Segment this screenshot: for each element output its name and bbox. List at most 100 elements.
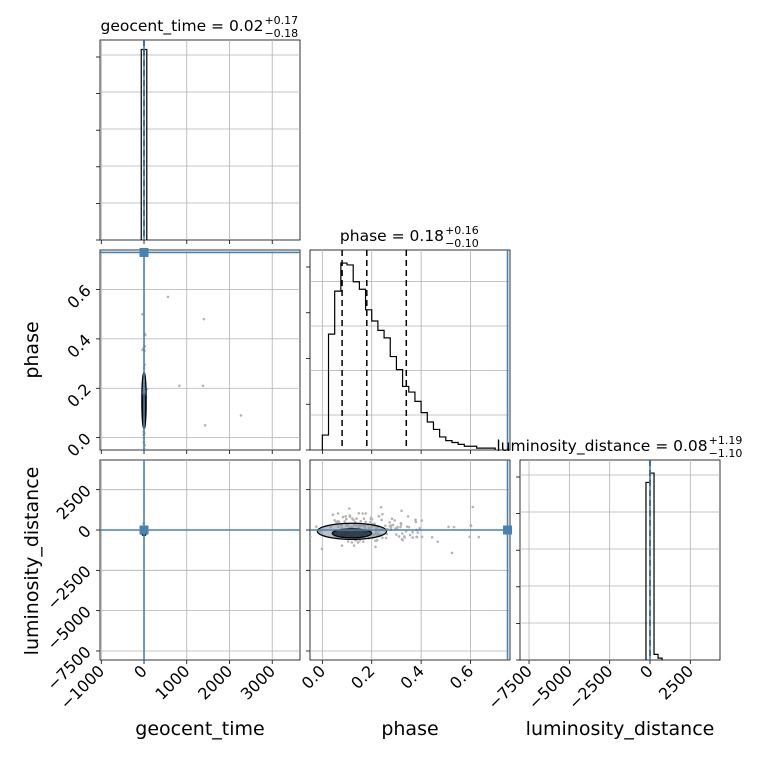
histogram-step <box>321 262 496 450</box>
sample-point <box>399 525 402 529</box>
sample-point <box>384 536 388 540</box>
sample-point <box>362 517 366 520</box>
x-tick-label: 0.4 <box>397 661 428 692</box>
sample-point <box>381 512 384 516</box>
panel-title: phase = 0.18 +0.16−0.10 <box>340 224 479 250</box>
sample-point <box>333 518 336 522</box>
panel-frame <box>309 459 511 661</box>
y-tick-label: 0.4 <box>63 330 94 361</box>
sample-point <box>384 524 387 528</box>
sample-point <box>320 547 324 551</box>
sample-point <box>373 522 376 525</box>
sample-point <box>310 535 312 539</box>
sample-point <box>416 531 420 534</box>
sample-point <box>178 384 181 388</box>
x-tick-label: 0 <box>130 661 151 682</box>
panel-geocent-time-vs-phase <box>96 247 301 454</box>
sample-point <box>414 520 418 524</box>
y-tick-label: 0.0 <box>63 429 94 460</box>
sample-point <box>377 514 381 518</box>
sample-point <box>436 540 440 544</box>
sample-point <box>414 518 417 522</box>
sample-point <box>418 527 422 530</box>
truth-marker <box>139 247 149 257</box>
x-tick-label: 0.0 <box>298 661 329 692</box>
sample-point <box>388 521 391 524</box>
x-tick-label: −2500 <box>565 661 617 713</box>
y-tick-label: −2500 <box>43 562 95 614</box>
y-axis-label-luminosity-distance: luminosity_distance <box>21 467 43 656</box>
sample-point <box>364 512 368 515</box>
sample-point <box>407 525 411 529</box>
x-tick-label: −7500 <box>484 661 536 713</box>
panel-title: geocent_time = 0.02 +0.17−0.18 <box>101 14 299 40</box>
x-tick-label: 1000 <box>151 661 193 703</box>
panel-content <box>310 250 510 450</box>
sample-point <box>351 517 354 520</box>
panel-phase-hist <box>306 249 511 454</box>
sample-point <box>356 541 360 544</box>
panel-distance-hist <box>516 459 721 664</box>
sample-point <box>411 536 414 539</box>
sample-point <box>452 525 456 529</box>
histogram-step <box>645 472 663 660</box>
sample-point <box>203 424 207 427</box>
title-text: luminosity_distance = 0.08 <box>496 437 707 456</box>
x-tick-label: −5000 <box>524 661 576 713</box>
sample-point <box>141 312 144 316</box>
sample-point <box>420 519 424 522</box>
sample-point <box>357 511 361 515</box>
sample-point <box>393 519 397 522</box>
sample-point <box>361 512 364 515</box>
x-tick-label: 0.2 <box>347 661 378 692</box>
sample-point <box>379 505 383 509</box>
sample-point <box>359 519 363 523</box>
x-axis-label-luminosity-distance: luminosity_distance <box>526 718 715 740</box>
panel-content <box>100 250 300 450</box>
sample-point <box>389 524 393 527</box>
sample-point <box>469 523 472 527</box>
sample-point <box>352 544 356 547</box>
sample-point <box>395 533 398 536</box>
truth-marker <box>139 525 149 535</box>
sample-point <box>166 295 170 299</box>
density-contour-inner <box>331 528 373 539</box>
panel-frame <box>99 249 301 451</box>
panel-content <box>100 460 300 660</box>
sample-point <box>400 509 403 513</box>
sample-point <box>355 517 358 520</box>
sample-point <box>396 525 399 529</box>
sample-point <box>350 541 354 544</box>
sample-point <box>370 517 374 521</box>
sample-point <box>403 536 406 539</box>
sample-point <box>374 539 377 543</box>
panel-frame <box>99 39 301 241</box>
title-text: geocent_time = 0.02 <box>101 17 264 36</box>
title-lower-error: −0.18 <box>264 27 298 40</box>
sample-point <box>471 505 475 509</box>
x-tick-label: 2500 <box>655 661 697 703</box>
sample-point <box>420 535 424 539</box>
sample-point <box>201 384 205 388</box>
sample-point <box>346 540 350 543</box>
sample-point <box>391 523 395 527</box>
title-text: phase = 0.18 <box>340 227 444 245</box>
title-upper-error: +0.17 <box>264 14 298 27</box>
sample-point <box>345 517 348 521</box>
sample-point <box>447 525 450 529</box>
x-tick-label: 3000 <box>237 661 279 703</box>
sample-point <box>381 536 384 540</box>
sample-point <box>341 515 345 519</box>
panel-phase-vs-distance <box>306 459 513 664</box>
panel-title: luminosity_distance = 0.08 +1.19−1.10 <box>496 434 742 460</box>
sample-point <box>400 537 404 541</box>
sample-point <box>361 540 365 543</box>
panel-content <box>310 460 510 660</box>
sample-point <box>239 414 243 417</box>
y-tick-label: 0 <box>74 521 95 542</box>
x-axis-label-geocent-time: geocent_time <box>135 718 264 740</box>
sample-point <box>468 535 471 539</box>
title-lower-error: −1.10 <box>709 447 743 460</box>
title-lower-error: −0.10 <box>445 237 479 250</box>
